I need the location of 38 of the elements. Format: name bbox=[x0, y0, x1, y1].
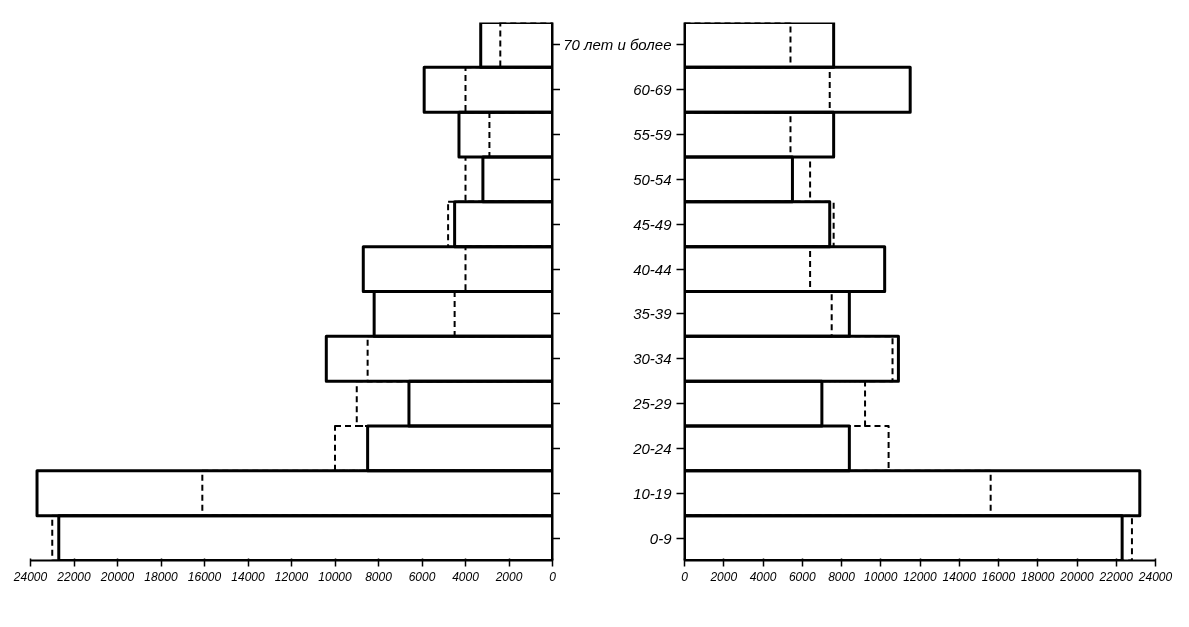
x-tick-label: 18000 bbox=[1021, 569, 1055, 584]
y-tick-label: 45-49 bbox=[633, 215, 673, 233]
y-tick-label: 30-34 bbox=[633, 350, 672, 368]
x-tick-label: 14000 bbox=[231, 569, 266, 584]
x-tick-label: 22000 bbox=[56, 569, 92, 584]
y-tick-label: 40-44 bbox=[633, 260, 672, 278]
x-tick-label: 0 bbox=[681, 569, 689, 584]
y-tick-label: 25-29 bbox=[632, 395, 673, 413]
x-tick-label: 16000 bbox=[981, 569, 1016, 584]
x-tick-label: 18000 bbox=[144, 569, 179, 584]
x-tick-label: 10000 bbox=[864, 569, 898, 584]
y-tick-label: 10-19 bbox=[633, 484, 673, 502]
y-tick-label: 60-69 bbox=[633, 81, 673, 99]
y-tick-label: 35-39 bbox=[633, 305, 673, 323]
x-tick-label: 2000 bbox=[494, 569, 523, 584]
x-tick-label: 4000 bbox=[749, 569, 777, 584]
x-tick-label: 8000 bbox=[828, 569, 856, 584]
x-tick-label: 12000 bbox=[274, 569, 309, 584]
x-tick-label: 22000 bbox=[1098, 569, 1134, 584]
y-tick-label: 70 лет и более bbox=[563, 36, 672, 54]
x-tick-label: 4000 bbox=[452, 569, 480, 584]
y-tick-label: 55-59 bbox=[633, 126, 673, 144]
y-tick-label: 0-9 bbox=[649, 529, 673, 547]
x-tick-label: 0 bbox=[549, 569, 557, 584]
y-tick-label: 20-24 bbox=[632, 439, 672, 457]
x-tick-label: 10000 bbox=[318, 569, 353, 584]
x-tick-label: 24000 bbox=[1137, 569, 1173, 584]
x-tick-label: 24000 bbox=[12, 569, 48, 584]
x-tick-label: 12000 bbox=[903, 569, 938, 584]
x-tick-label: 20000 bbox=[1059, 569, 1095, 584]
x-tick-label: 2000 bbox=[709, 569, 738, 584]
x-tick-label: 6000 bbox=[788, 569, 816, 584]
y-tick-label: 50-54 bbox=[633, 170, 672, 188]
x-tick-label: 8000 bbox=[365, 569, 393, 584]
x-tick-label: 16000 bbox=[187, 569, 222, 584]
x-tick-label: 20000 bbox=[99, 569, 135, 584]
x-tick-label: 14000 bbox=[942, 569, 977, 584]
x-tick-label: 6000 bbox=[408, 569, 436, 584]
